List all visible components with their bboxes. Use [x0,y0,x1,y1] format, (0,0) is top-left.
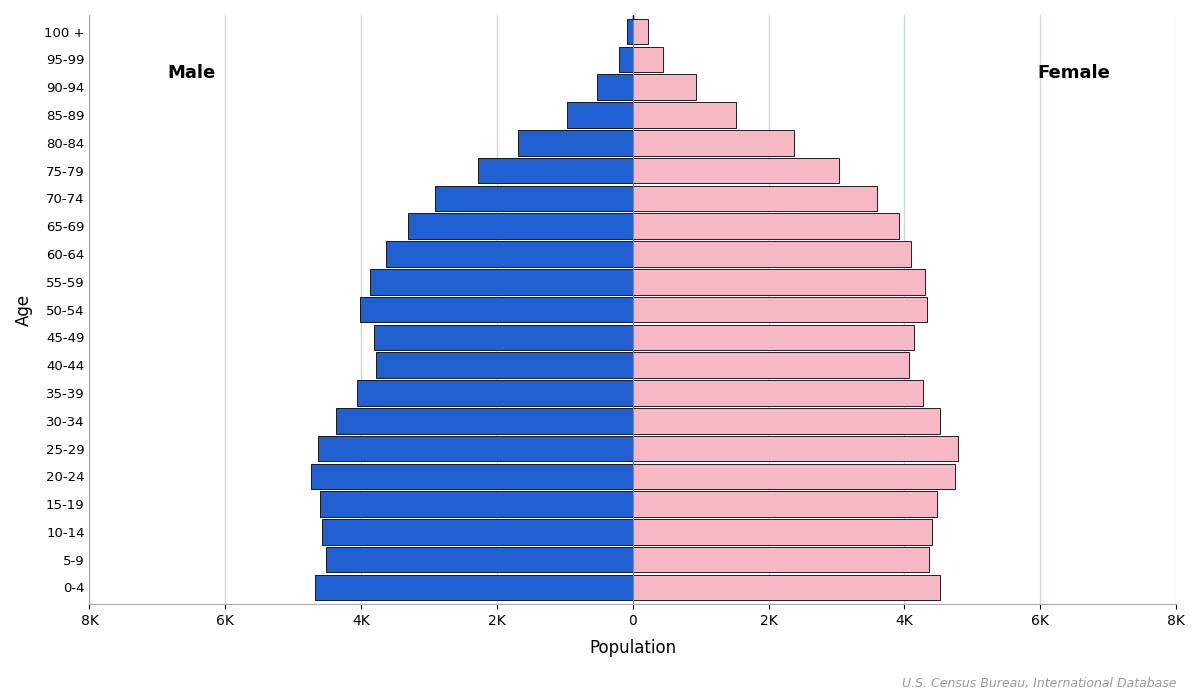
Bar [632,325,914,350]
Bar [632,102,737,128]
Bar [632,352,910,378]
Bar [632,269,925,295]
Text: Male: Male [167,64,216,83]
Bar [632,408,940,433]
Bar [632,380,923,406]
Bar [316,575,632,601]
X-axis label: Population: Population [589,639,677,657]
Bar [632,519,931,545]
Bar [358,380,632,406]
Bar [632,297,926,323]
Bar [632,463,955,489]
Bar [598,74,632,100]
Text: U.S. Census Bureau, International Database: U.S. Census Bureau, International Databa… [901,676,1176,690]
Bar [319,491,632,517]
Bar [632,214,899,239]
Bar [632,547,929,573]
Bar [518,130,632,155]
Bar [566,102,632,128]
Bar [374,325,632,350]
Bar [360,297,632,323]
Bar [376,352,632,378]
Bar [619,47,632,72]
Bar [370,269,632,295]
Bar [632,575,940,601]
Bar [632,47,662,72]
Text: Female: Female [1038,64,1111,83]
Bar [626,19,632,45]
Bar [632,436,959,461]
Bar [322,519,632,545]
Bar [386,241,632,267]
Bar [408,214,632,239]
Bar [632,241,911,267]
Bar [318,436,632,461]
Bar [312,463,632,489]
Bar [632,74,696,100]
Bar [632,491,937,517]
Bar [632,158,839,183]
Bar [632,186,877,211]
Bar [632,130,794,155]
Bar [632,19,648,45]
Bar [434,186,632,211]
Bar [336,408,632,433]
Bar [325,547,632,573]
Y-axis label: Age: Age [14,293,34,326]
Bar [478,158,632,183]
